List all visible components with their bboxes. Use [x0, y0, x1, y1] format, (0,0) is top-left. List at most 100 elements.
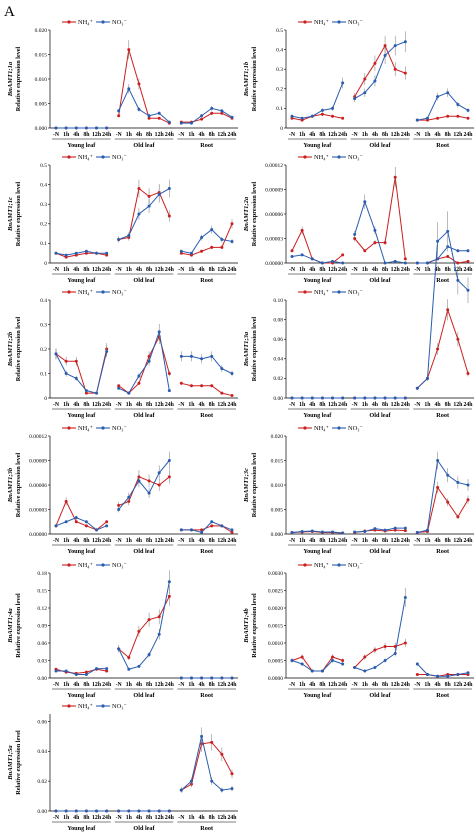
data-point — [210, 354, 214, 358]
series-line — [417, 246, 468, 264]
y-tick-label: 0.015 — [35, 52, 48, 58]
x-tick-label: 24h — [227, 267, 237, 273]
data-point — [54, 669, 58, 673]
x-tick-label: 4h — [435, 267, 442, 273]
group-label: Old leaf — [369, 277, 391, 284]
y-tick-label: 0.1 — [276, 106, 283, 112]
gene-label: BnAMT1;2b — [7, 331, 14, 367]
x-tick-label: 24h — [401, 538, 411, 544]
chart-panel: 0.00 0.02 0.04 0.06 0.08 0.10 Relative express… — [243, 211, 474, 419]
x-tick-label: 24h — [165, 815, 175, 821]
data-point — [167, 475, 171, 479]
data-point — [220, 391, 224, 395]
x-tick-label: 4h — [372, 267, 379, 273]
data-point — [200, 676, 204, 680]
data-point — [220, 367, 224, 371]
data-point — [230, 676, 234, 680]
series-line — [417, 92, 469, 121]
data-point — [310, 396, 314, 400]
data-point — [74, 126, 78, 130]
y-tick-label: 0.3 — [276, 67, 283, 73]
group-label: Root — [436, 692, 450, 699]
data-point — [167, 372, 171, 375]
data-point — [446, 91, 450, 95]
x-tick-label: 4h — [309, 132, 316, 138]
x-tick-label: -N — [178, 402, 185, 408]
x-tick-label: 4h — [73, 402, 80, 408]
x-tick-label: 4h — [73, 538, 80, 544]
y-tick-label: 0.5 — [276, 28, 283, 34]
data-point — [179, 676, 183, 680]
data-point — [290, 531, 294, 535]
data-point — [127, 391, 131, 395]
y-tick-label: 0.00006 — [265, 212, 283, 218]
x-tick-label: 12h — [328, 132, 338, 138]
x-tick-label: 12h — [391, 402, 401, 408]
x-tick-label: 8h — [146, 538, 153, 544]
y-axis-label: Relative expression level — [15, 730, 22, 795]
x-tick-label: -N — [352, 267, 359, 273]
data-point — [436, 116, 440, 120]
data-point — [403, 529, 407, 533]
data-point — [353, 666, 357, 669]
x-tick-label: 1h — [63, 267, 70, 273]
data-point — [383, 241, 387, 245]
x-tick-label: -N — [414, 682, 421, 688]
gene-label: BnAMT1;3b — [7, 467, 14, 503]
data-point — [383, 659, 387, 662]
x-tick-label: 8h — [83, 132, 90, 138]
data-point — [117, 809, 121, 813]
x-tick-label: 1h — [299, 682, 306, 688]
data-point — [189, 779, 193, 783]
x-tick-label: 1h — [188, 402, 195, 408]
y-tick-label: 0.00006 — [29, 483, 47, 489]
y-tick-label: 0.2 — [276, 87, 283, 93]
series-line — [118, 331, 170, 394]
y-axis-label: Relative expression level — [251, 316, 258, 381]
data-point — [147, 653, 151, 657]
x-tick-label: 4h — [136, 132, 143, 138]
data-point — [220, 245, 224, 249]
legend-marker — [337, 155, 341, 159]
data-point — [363, 669, 367, 673]
series-line — [181, 229, 233, 254]
group-label: Root — [200, 692, 214, 699]
data-point — [64, 499, 68, 503]
y-axis-label: Relative expression level — [251, 46, 258, 111]
x-tick-label: 12h — [391, 132, 401, 138]
data-point — [230, 394, 234, 398]
data-point — [436, 485, 440, 489]
data-point — [373, 61, 377, 65]
legend-label: NO₃⁻ — [112, 289, 127, 296]
group-label: Root — [436, 548, 450, 555]
y-tick-label: 0.0000 — [268, 676, 283, 682]
data-point — [210, 676, 214, 680]
y-tick-label: 0.0030 — [268, 571, 283, 577]
data-point — [436, 95, 440, 99]
data-point — [290, 254, 294, 258]
data-point — [147, 618, 151, 622]
y-tick-label: 0.1 — [40, 241, 47, 247]
y-axis-label: Relative expression level — [251, 452, 258, 517]
data-point — [105, 349, 109, 353]
legend-marker — [101, 290, 105, 294]
x-tick-label: 24h — [165, 538, 175, 544]
data-point — [446, 473, 450, 477]
data-point — [300, 228, 304, 232]
data-point — [210, 384, 214, 388]
x-tick-label: -N — [352, 132, 359, 138]
data-point — [220, 524, 224, 528]
legend-marker — [337, 426, 341, 430]
x-tick-label: -N — [352, 682, 359, 688]
gene-label: BnAMT1;1c — [7, 197, 14, 232]
x-tick-label: 4h — [372, 682, 379, 688]
data-point — [456, 102, 460, 106]
data-point — [425, 116, 429, 120]
data-point — [210, 228, 214, 232]
x-tick-label: 4h — [199, 267, 206, 273]
data-point — [466, 259, 470, 263]
x-tick-label: 4h — [372, 132, 379, 138]
y-tick-label: 0.020 — [35, 28, 48, 34]
series-line — [291, 229, 343, 264]
data-point — [127, 495, 131, 499]
